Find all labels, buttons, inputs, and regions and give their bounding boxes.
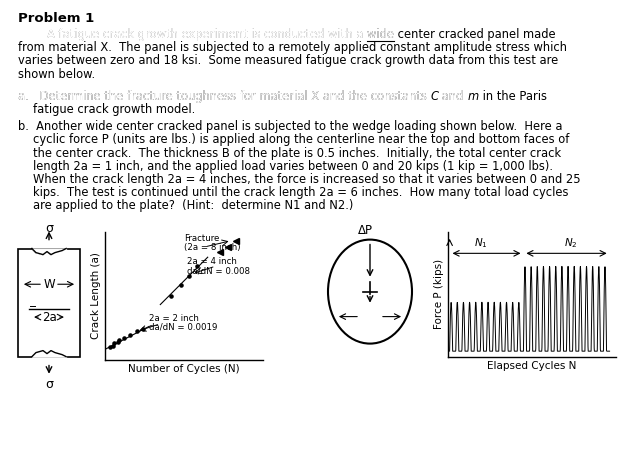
Text: Fracture: Fracture <box>184 234 220 243</box>
X-axis label: Elapsed Cycles N: Elapsed Cycles N <box>487 361 577 371</box>
Text: the center crack.  The thickness B of the plate is 0.5 inches.  Initially, the t: the center crack. The thickness B of the… <box>33 147 561 160</box>
Text: A fatigue crack growth experiment is conducted with a wide center cracked panel : A fatigue crack growth experiment is con… <box>18 28 555 41</box>
Text: length 2a = 1 inch, and the applied load varies between 0 and 20 kips (1 kip = 1: length 2a = 1 inch, and the applied load… <box>33 160 553 173</box>
Text: b.  Another wide center cracked panel is subjected to the wedge loading shown be: b. Another wide center cracked panel is … <box>18 120 562 133</box>
Text: varies between zero and 18 ksi.  Some measured fatigue crack growth data from th: varies between zero and 18 ksi. Some mea… <box>18 54 559 67</box>
Text: A fatigue crack growth experiment is conducted with a wide: A fatigue crack growth experiment is con… <box>18 28 394 41</box>
Text: a.   Determine the fracture toughness for material X and the constants: a. Determine the fracture toughness for … <box>18 90 430 103</box>
Ellipse shape <box>328 240 412 344</box>
Text: When the crack length 2a = 4 inches, the force is increased so that it varies be: When the crack length 2a = 4 inches, the… <box>33 173 581 186</box>
Text: fatigue crack growth model.: fatigue crack growth model. <box>33 103 195 116</box>
Text: cyclic force P (units are lbs.) is applied along the centerline near the top and: cyclic force P (units are lbs.) is appli… <box>33 134 569 146</box>
Y-axis label: Force P (kips): Force P (kips) <box>434 259 444 329</box>
Text: ΔP: ΔP <box>358 224 373 237</box>
Text: 2a = 2 inch: 2a = 2 inch <box>149 313 199 323</box>
Text: 2a: 2a <box>363 310 378 323</box>
Text: m: m <box>467 90 479 103</box>
Text: shown below.: shown below. <box>18 68 95 81</box>
Text: A fatigue crack growth experiment is conducted with a: A fatigue crack growth experiment is con… <box>18 28 367 41</box>
Text: σ: σ <box>45 378 53 390</box>
Text: and: and <box>438 90 467 103</box>
X-axis label: Number of Cycles (N): Number of Cycles (N) <box>128 364 240 374</box>
Text: (2a = 8 inch): (2a = 8 inch) <box>184 243 240 252</box>
Text: 2a = 4 inch: 2a = 4 inch <box>187 257 237 266</box>
Text: da/dN = 0.0019: da/dN = 0.0019 <box>149 323 218 332</box>
Text: $N_2$: $N_2$ <box>564 237 577 250</box>
Text: σ: σ <box>45 222 53 234</box>
Text: a.   Determine the fracture toughness for material X and the constants: a. Determine the fracture toughness for … <box>18 90 430 103</box>
Text: C: C <box>430 90 438 103</box>
Text: and: and <box>438 90 467 103</box>
Text: da/dN = 0.008: da/dN = 0.008 <box>187 266 250 275</box>
Text: 2a: 2a <box>42 311 57 324</box>
Text: $N_1$: $N_1$ <box>474 237 487 250</box>
Text: Problem 1: Problem 1 <box>18 12 94 25</box>
FancyBboxPatch shape <box>18 248 80 357</box>
Y-axis label: Crack Length (a): Crack Length (a) <box>91 252 101 339</box>
Text: in the Paris: in the Paris <box>479 90 547 103</box>
Text: from material X.  The panel is subjected to a remotely applied constant amplitud: from material X. The panel is subjected … <box>18 41 567 54</box>
Text: W: W <box>44 278 55 291</box>
Text: are applied to the plate?  (Hint:  determine N1 and N2.): are applied to the plate? (Hint: determi… <box>33 199 353 212</box>
Text: kips.  The test is continued until the crack length 2a = 6 inches.  How many tot: kips. The test is continued until the cr… <box>33 186 569 199</box>
